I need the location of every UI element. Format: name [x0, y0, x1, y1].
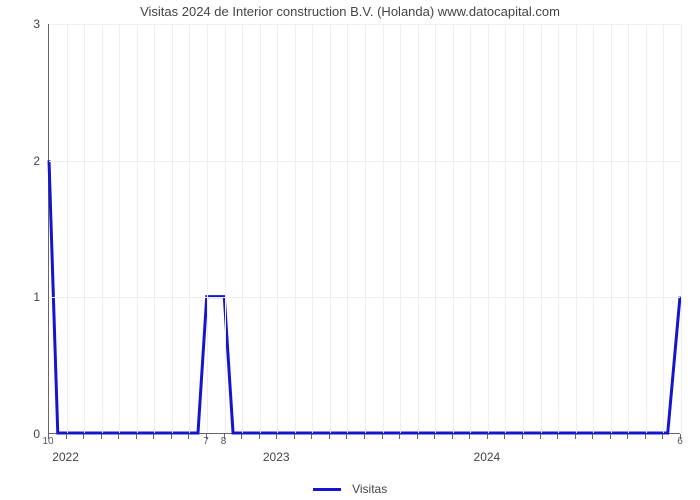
- grid-v: [400, 24, 401, 433]
- grid-v: [681, 24, 682, 433]
- grid-v: [295, 24, 296, 433]
- xtick-mark: [294, 434, 295, 439]
- grid-v: [611, 24, 612, 433]
- grid-v: [453, 24, 454, 433]
- xtick-mark: [399, 434, 400, 439]
- grid-v: [242, 24, 243, 433]
- xtick-mark: [83, 434, 84, 439]
- grid-v: [260, 24, 261, 433]
- chart-container: Visitas 2024 de Interior construction B.…: [0, 0, 700, 500]
- grid-v: [628, 24, 629, 433]
- xtick-mark: [259, 434, 260, 439]
- xtick-minor-label: 6: [677, 436, 683, 447]
- xtick-mark: [645, 434, 646, 439]
- xtick-mark: [627, 434, 628, 439]
- xtick-mark: [417, 434, 418, 439]
- grid-v: [347, 24, 348, 433]
- xtick-mark: [66, 434, 67, 439]
- xtick-mark: [171, 434, 172, 439]
- xtick-mark: [329, 434, 330, 439]
- xtick-mark: [487, 434, 488, 439]
- ytick-label: 0: [10, 427, 40, 441]
- grid-v: [365, 24, 366, 433]
- xtick-mark: [522, 434, 523, 439]
- xtick-mark: [504, 434, 505, 439]
- xtick-mark: [101, 434, 102, 439]
- xtick-mark: [592, 434, 593, 439]
- xtick-mark: [118, 434, 119, 439]
- xtick-mark: [540, 434, 541, 439]
- legend-swatch: [313, 488, 341, 491]
- xtick-mark: [610, 434, 611, 439]
- grid-v: [207, 24, 208, 433]
- xtick-mark: [382, 434, 383, 439]
- xtick-mark: [136, 434, 137, 439]
- grid-v: [646, 24, 647, 433]
- legend-label: Visitas: [352, 482, 387, 496]
- xtick-major-label: 2024: [474, 450, 501, 464]
- xtick-mark: [241, 434, 242, 439]
- ytick-label: 1: [10, 290, 40, 304]
- xtick-major-label: 2023: [263, 450, 290, 464]
- grid-v: [312, 24, 313, 433]
- xtick-mark: [153, 434, 154, 439]
- grid-v: [505, 24, 506, 433]
- grid-v: [663, 24, 664, 433]
- xtick-minor-label: 10: [42, 436, 53, 447]
- grid-v: [435, 24, 436, 433]
- grid-v: [84, 24, 85, 433]
- xtick-mark: [434, 434, 435, 439]
- xtick-mark: [346, 434, 347, 439]
- ytick-label: 3: [10, 17, 40, 31]
- xtick-mark: [469, 434, 470, 439]
- xtick-mark: [575, 434, 576, 439]
- plot-area: [48, 24, 680, 434]
- grid-v: [488, 24, 489, 433]
- ytick-label: 2: [10, 154, 40, 168]
- grid-v: [330, 24, 331, 433]
- grid-v: [383, 24, 384, 433]
- xtick-major-label: 2022: [52, 450, 79, 464]
- grid-v: [523, 24, 524, 433]
- grid-v: [277, 24, 278, 433]
- chart-title: Visitas 2024 de Interior construction B.…: [0, 4, 700, 19]
- grid-v: [172, 24, 173, 433]
- grid-v: [67, 24, 68, 433]
- legend: Visitas: [0, 482, 700, 496]
- grid-v: [593, 24, 594, 433]
- xtick-mark: [276, 434, 277, 439]
- xtick-mark: [188, 434, 189, 439]
- xtick-mark: [662, 434, 663, 439]
- grid-v: [102, 24, 103, 433]
- grid-v: [189, 24, 190, 433]
- xtick-mark: [452, 434, 453, 439]
- xtick-mark: [557, 434, 558, 439]
- grid-v: [119, 24, 120, 433]
- xtick-mark: [364, 434, 365, 439]
- xtick-minor-label: 7: [203, 436, 209, 447]
- grid-v: [470, 24, 471, 433]
- xtick-minor-label: 8: [221, 436, 227, 447]
- grid-v: [541, 24, 542, 433]
- grid-v: [558, 24, 559, 433]
- grid-v: [154, 24, 155, 433]
- xtick-mark: [311, 434, 312, 439]
- grid-v: [137, 24, 138, 433]
- grid-v: [576, 24, 577, 433]
- grid-v: [225, 24, 226, 433]
- grid-v: [418, 24, 419, 433]
